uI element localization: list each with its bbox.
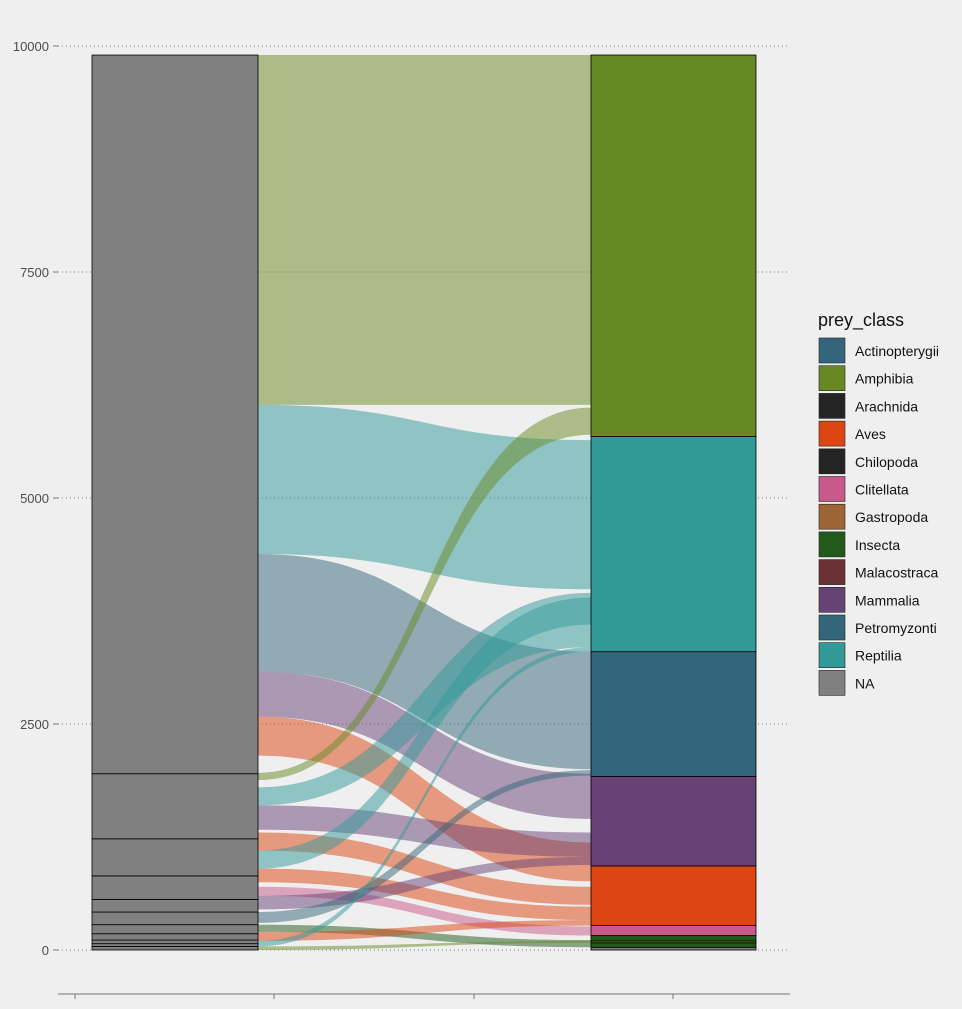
alluvial-flows	[258, 55, 591, 950]
legend-key	[818, 337, 846, 364]
y-tick-label: 0	[42, 943, 49, 958]
right-stratum-mammalia	[590, 776, 757, 867]
left-stratum	[91, 945, 259, 951]
flow-aves	[258, 832, 591, 905]
legend-label: Amphibia	[855, 371, 914, 387]
right-stratum-reptilia	[590, 436, 757, 653]
legend-label: Reptilia	[855, 648, 902, 664]
legend-key	[818, 393, 846, 419]
legend-key	[818, 614, 846, 641]
legend-label: Gastropoda	[855, 509, 928, 525]
flow-aves	[258, 920, 591, 941]
legend-label: Malacostraca	[855, 565, 938, 581]
flow-amphibia	[258, 55, 591, 405]
legend-key	[818, 642, 846, 669]
flow-aves	[258, 868, 591, 921]
flow-mammalia	[258, 805, 591, 857]
right-axis-strata	[590, 54, 757, 951]
left-stratum	[91, 933, 259, 941]
legend-key	[818, 503, 846, 530]
legend-label: Petromyzonti	[855, 620, 937, 636]
right-stratum-petromyzonti	[590, 651, 757, 777]
right-stratum-insecta	[590, 942, 757, 948]
legend-key	[818, 448, 846, 475]
left-stratum	[91, 838, 259, 877]
legend-key	[818, 586, 846, 613]
flow-reptilia	[258, 597, 591, 869]
legend-key	[818, 531, 846, 558]
flow-reptilia	[258, 647, 591, 947]
flow-mammalia	[258, 856, 591, 910]
legend-label: NA	[855, 675, 875, 691]
left-stratum	[91, 773, 259, 840]
right-stratum-insecta	[590, 935, 757, 942]
left-stratum	[91, 943, 259, 947]
left-stratum	[91, 924, 259, 935]
left-stratum	[91, 898, 259, 913]
y-axis: 0 2500 5000 7500 10000	[13, 39, 58, 958]
flow-petromyzonti	[258, 554, 591, 770]
legend-key	[818, 420, 846, 447]
legend-label: Mammalia	[855, 592, 920, 608]
left-axis-strata	[91, 54, 259, 951]
legend-label: Aves	[855, 426, 886, 442]
legend-key	[818, 559, 846, 585]
left-stratum	[91, 54, 259, 775]
left-stratum	[91, 911, 259, 926]
right-stratum-clitellata	[590, 925, 757, 936]
legend-key	[818, 365, 846, 392]
y-tick-label: 5000	[20, 491, 49, 506]
left-stratum	[91, 875, 259, 900]
legend-label: Arachnida	[855, 398, 918, 414]
left-stratum	[91, 939, 259, 945]
x-axis	[58, 993, 790, 999]
legend: prey_class Actinopterygii Amphibia Arachni…	[818, 310, 939, 696]
y-tick-label: 7500	[20, 265, 49, 280]
legend-label: Clitellata	[855, 482, 909, 498]
right-stratum-amphibia	[590, 54, 757, 437]
legend-key	[818, 476, 846, 502]
legend-label: Chilopoda	[855, 454, 918, 470]
y-tick-label: 2500	[20, 717, 49, 732]
flow-amphibia	[258, 940, 591, 950]
flow-amphibia	[258, 407, 591, 781]
right-stratum-aves	[590, 865, 757, 926]
legend-label: Actinopterygii	[855, 343, 939, 359]
y-tick-label: 10000	[13, 39, 49, 54]
right-stratum-na	[590, 946, 757, 951]
legend-key	[818, 670, 846, 696]
legend-title: prey_class	[818, 310, 904, 331]
flow-petromyzonti	[258, 770, 591, 923]
legend-label: Insecta	[855, 537, 900, 553]
